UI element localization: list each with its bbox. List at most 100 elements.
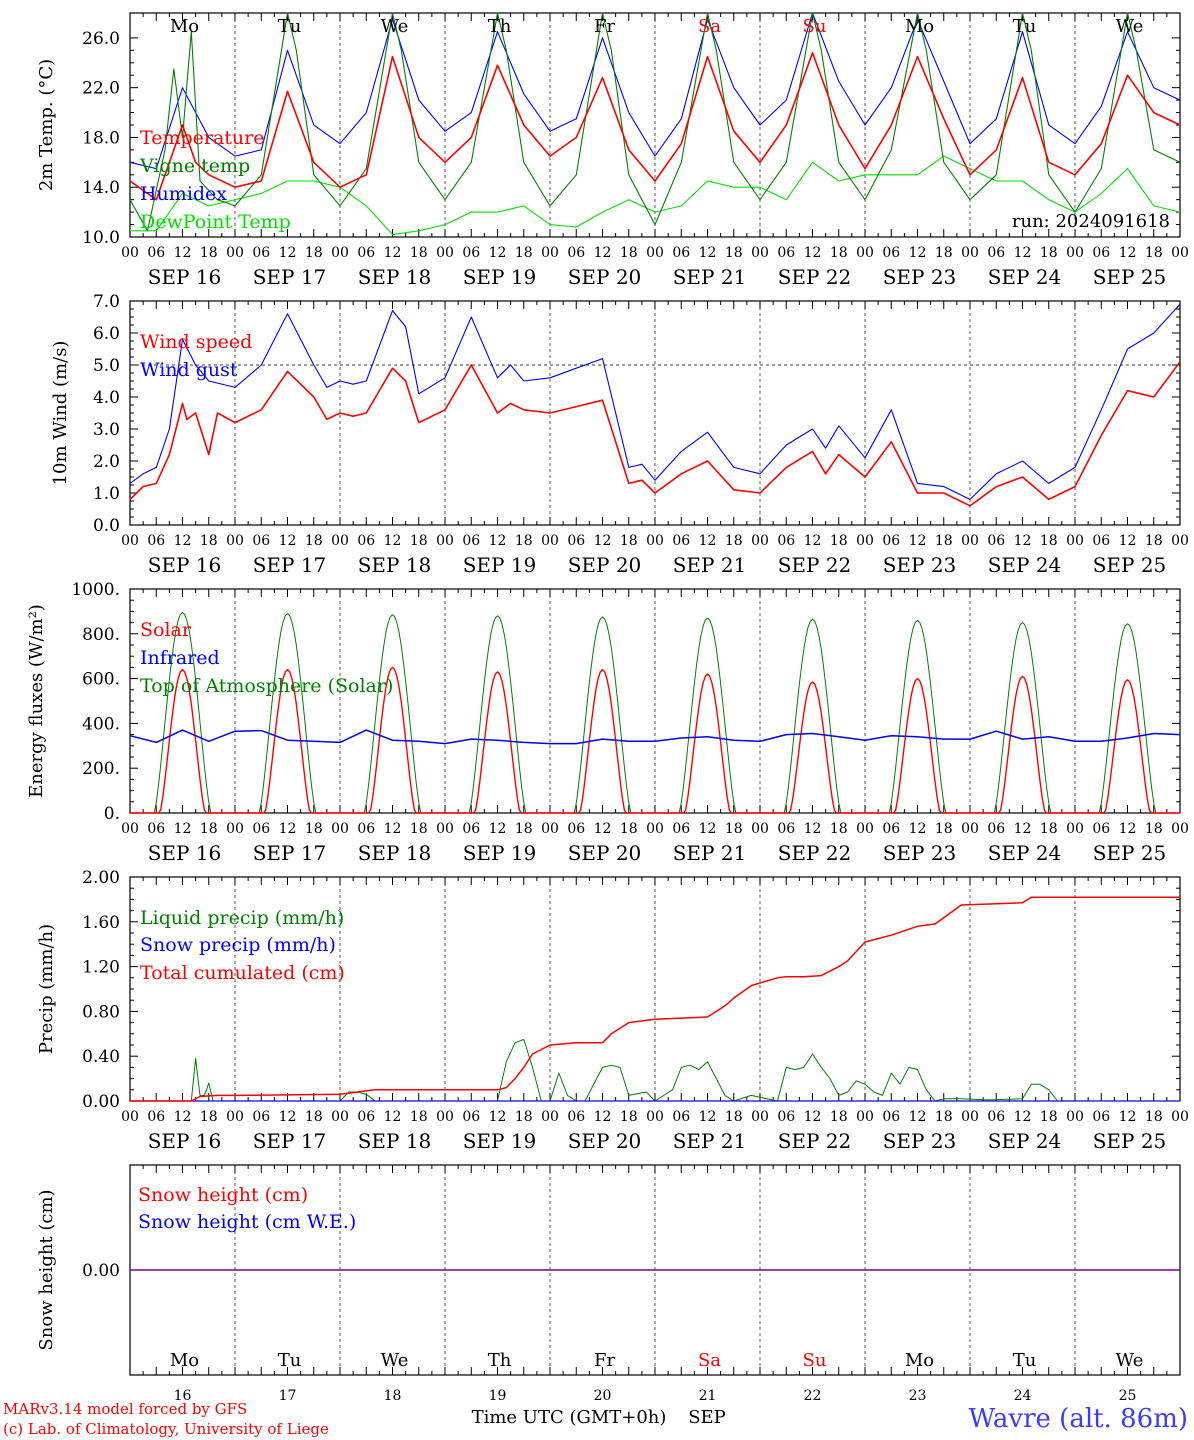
y-tick-label: 0.40 — [82, 1047, 120, 1067]
weekday-label: Mo — [905, 1350, 934, 1371]
hour-tick-label: 12 — [1119, 821, 1137, 837]
hour-tick-label: 06 — [882, 1109, 900, 1125]
y-tick-label: 3.0 — [93, 420, 120, 440]
legend-infrared: Infrared — [140, 647, 220, 669]
y-tick-label: 0. — [104, 804, 120, 824]
hour-tick-label: 00 — [1066, 1109, 1084, 1125]
hour-tick-label: 06 — [672, 245, 690, 261]
hour-tick-label: 06 — [1092, 821, 1110, 837]
hour-tick-label: 18 — [1145, 821, 1163, 837]
hour-tick-label: 00 — [121, 533, 139, 549]
weekday-label: Mo — [170, 1350, 199, 1371]
y-tick-label: 26.0 — [82, 29, 120, 49]
y-tick-label: 6.0 — [93, 324, 120, 344]
hour-tick-label: 06 — [567, 533, 585, 549]
hour-tick-label: 06 — [147, 1109, 165, 1125]
hour-tick-label: 18 — [305, 245, 323, 261]
weekday-label: Tu — [1013, 1350, 1037, 1371]
hour-tick-label: 00 — [1066, 533, 1084, 549]
temperature-line — [129, 51, 1181, 201]
hour-tick-label: 00 — [646, 821, 664, 837]
hour-tick-label: 06 — [882, 533, 900, 549]
weekday-label: Th — [488, 16, 512, 37]
lab-credit: (c) Lab. of Climatology, University of L… — [3, 1420, 329, 1438]
hour-tick-label: 00 — [1171, 821, 1189, 837]
y-tick-label: 0.00 — [82, 1092, 120, 1112]
hour-tick-label: 12 — [1014, 821, 1032, 837]
y-tick-label: 18.0 — [82, 128, 120, 148]
weekday-label: We — [381, 16, 409, 37]
hour-tick-label: 00 — [856, 821, 874, 837]
date-label: SEP 25 — [1093, 841, 1167, 865]
run-label: run: 2024091618 — [1012, 211, 1170, 232]
legend-vigne-temp: Vigne temp — [139, 155, 250, 177]
time-axis-label: Time UTC (GMT+0h) — [472, 1407, 667, 1428]
precip-y-axis-title: Precip (mm/h) — [36, 924, 57, 1054]
legend-toa-solar: Top of Atmosphere (Solar) — [140, 675, 393, 697]
hour-tick-label: 00 — [121, 1109, 139, 1125]
hour-tick-label: 00 — [751, 533, 769, 549]
weekday-label: Su — [803, 1350, 827, 1371]
weekday-label: Mo — [905, 16, 934, 37]
hour-tick-label: 12 — [804, 821, 822, 837]
date-label: SEP 16 — [148, 841, 222, 865]
hour-tick-label: 12 — [804, 1109, 822, 1125]
month-label: SEP — [688, 1407, 726, 1428]
hour-tick-label: 06 — [777, 533, 795, 549]
date-label: SEP 22 — [778, 265, 852, 289]
hour-tick-label: 00 — [1171, 533, 1189, 549]
hour-tick-label: 12 — [279, 821, 297, 837]
hour-tick-label: 18 — [515, 245, 533, 261]
hour-tick-label: 00 — [436, 245, 454, 261]
model-credit: MARv3.14 model forced by GFS — [3, 1400, 247, 1418]
date-label: SEP 21 — [673, 553, 747, 577]
hour-tick-label: 12 — [489, 245, 507, 261]
hour-tick-label: 12 — [1119, 533, 1137, 549]
hour-tick-label: 00 — [1066, 821, 1084, 837]
hour-tick-label: 00 — [1171, 245, 1189, 261]
hour-tick-label: 06 — [147, 821, 165, 837]
y-tick-label: 2.0 — [93, 452, 120, 472]
hour-tick-label: 00 — [121, 821, 139, 837]
hour-tick-label: 18 — [830, 245, 848, 261]
date-label: SEP 20 — [568, 553, 642, 577]
day-number-label: 16 — [174, 1388, 192, 1404]
day-number-label: 17 — [279, 1388, 297, 1404]
hour-tick-label: 12 — [909, 533, 927, 549]
y-tick-label: 400. — [82, 714, 120, 734]
legend-snow-height-we: Snow height (cm W.E.) — [138, 1211, 356, 1233]
hour-tick-label: 00 — [331, 245, 349, 261]
hour-tick-label: 18 — [830, 533, 848, 549]
hour-tick-label: 00 — [646, 533, 664, 549]
date-label: SEP 24 — [988, 553, 1062, 577]
hour-tick-label: 12 — [489, 533, 507, 549]
hour-tick-label: 12 — [174, 821, 192, 837]
weekday-label: Mo — [170, 16, 199, 37]
hour-tick-label: 18 — [935, 1109, 953, 1125]
hour-tick-label: 18 — [305, 821, 323, 837]
hour-tick-label: 06 — [777, 821, 795, 837]
hour-tick-label: 06 — [882, 245, 900, 261]
hour-tick-label: 12 — [594, 245, 612, 261]
hour-tick-label: 00 — [331, 533, 349, 549]
date-label: SEP 22 — [778, 553, 852, 577]
legend-solar: Solar — [140, 619, 192, 641]
station-label: Wavre (alt. 86m) — [968, 1404, 1188, 1434]
legend-wind-speed: Wind speed — [140, 331, 252, 353]
hour-tick-label: 06 — [462, 533, 480, 549]
date-label: SEP 16 — [148, 553, 222, 577]
date-label: SEP 23 — [883, 1129, 957, 1153]
date-label: SEP 17 — [253, 265, 327, 289]
temperature-y-axis-title: 2m Temp. (°C) — [36, 59, 57, 191]
hour-tick-label: 12 — [174, 1109, 192, 1125]
hour-tick-label: 18 — [620, 1109, 638, 1125]
date-label: SEP 20 — [568, 841, 642, 865]
hour-tick-label: 00 — [961, 821, 979, 837]
hour-tick-label: 06 — [1092, 1109, 1110, 1125]
y-tick-label: 1.0 — [93, 484, 120, 504]
date-label: SEP 18 — [358, 841, 432, 865]
date-label: SEP 18 — [358, 265, 432, 289]
hour-tick-label: 12 — [699, 533, 717, 549]
hour-tick-label: 12 — [699, 1109, 717, 1125]
